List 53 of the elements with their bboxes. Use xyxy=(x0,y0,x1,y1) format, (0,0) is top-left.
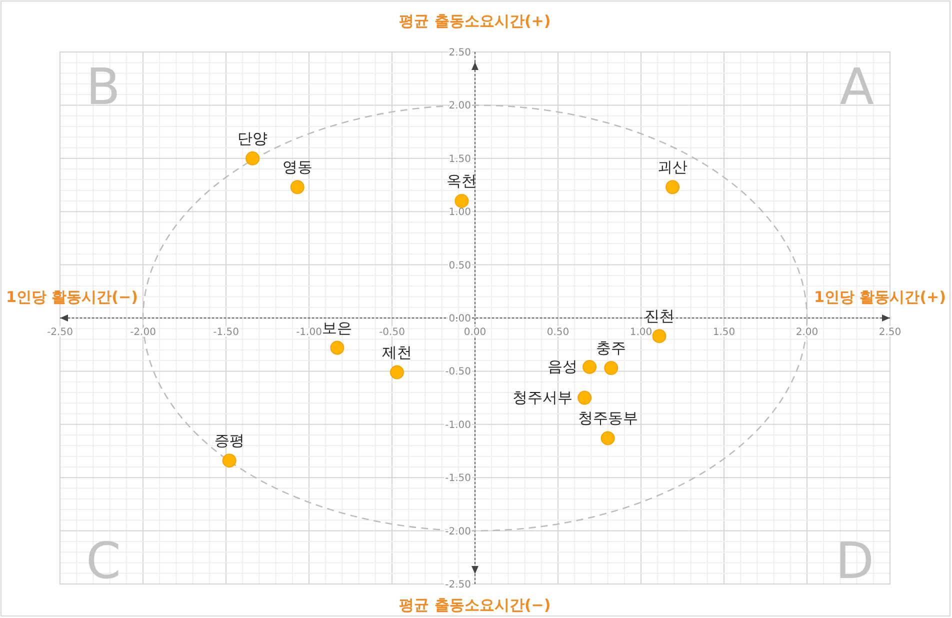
y-axis-title: 평균 출동소요시간(+) xyxy=(399,12,551,30)
y-tick-label: 0.00 xyxy=(448,314,471,324)
point xyxy=(390,365,404,380)
point xyxy=(666,180,680,194)
annotation: 청주서부 xyxy=(512,388,573,406)
annotation: 보은 xyxy=(322,318,352,337)
x-tick-label: 1.50 xyxy=(712,327,736,338)
y-tick-label: 2.50 xyxy=(448,48,471,58)
point xyxy=(600,431,615,446)
annotation: 음성 xyxy=(548,357,578,376)
point xyxy=(578,390,592,405)
y-tick-label: -1.00 xyxy=(445,420,471,431)
point xyxy=(582,360,597,374)
x-tick-label: 1.00 xyxy=(630,327,652,338)
annotation: 진천 xyxy=(644,307,674,326)
y-tick-label: -1.50 xyxy=(445,473,471,484)
y-tick-label: 0.50 xyxy=(448,260,471,272)
x-tick-label: 0.00 xyxy=(464,327,486,338)
y-tick-label: -2.00 xyxy=(445,526,471,538)
x-tick-label: -2.00 xyxy=(130,327,156,338)
annotation: D xyxy=(835,532,874,590)
annotation: A xyxy=(840,58,874,116)
annotation: 괴산 xyxy=(658,158,688,176)
y-tick-label: -2.50 xyxy=(445,580,471,590)
x-tick-label: -2.50 xyxy=(47,327,73,338)
annotation: 청주동부 xyxy=(578,409,638,428)
point xyxy=(330,340,344,355)
annotation: B xyxy=(86,58,120,116)
point xyxy=(652,329,666,344)
point xyxy=(246,151,260,166)
point xyxy=(454,194,469,208)
x-tick-label: -1.00 xyxy=(296,327,322,338)
annotation: 증평 xyxy=(214,432,244,450)
annotation: 단양 xyxy=(238,129,268,148)
y-tick-label: -0.50 xyxy=(445,366,471,378)
point xyxy=(604,361,618,376)
x-tick-label: -1.50 xyxy=(213,327,239,338)
x-axis-title: 1인당 활동시간(+) xyxy=(814,288,946,306)
y-tick-label: 1.50 xyxy=(448,154,471,165)
annotation: 1인당 활동시간(−) xyxy=(6,288,138,306)
annotation: C xyxy=(86,532,121,590)
point xyxy=(290,180,304,194)
annotation: 제천 xyxy=(382,343,412,362)
x-tick-label: 0.50 xyxy=(546,327,570,338)
text: 평균 출동소요시간(−) xyxy=(399,596,551,614)
annotation: 옥천 xyxy=(446,172,477,190)
x-tick-label: -0.50 xyxy=(379,327,405,338)
annotation: 영동 xyxy=(282,158,312,176)
point xyxy=(222,454,236,468)
x-tick-label: 2.50 xyxy=(878,327,902,338)
y-tick-label: 2.00 xyxy=(448,100,471,112)
y-tick-label: 1.00 xyxy=(448,207,471,218)
annotation: 충주 xyxy=(596,339,626,358)
